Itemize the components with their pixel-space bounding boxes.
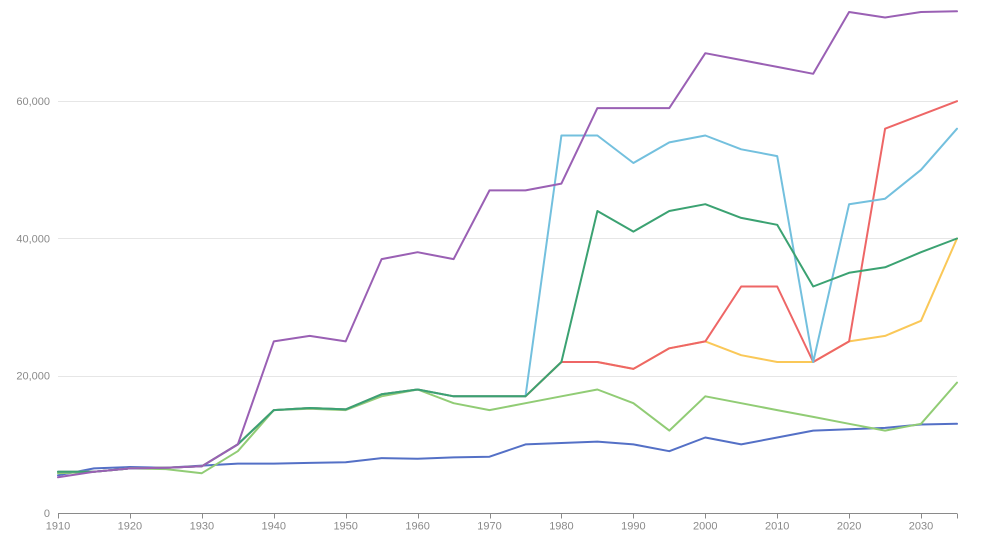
- x-tick-label-11: 2020: [837, 521, 861, 533]
- series-lines: [57, 10, 958, 479]
- series-line-6: [57, 10, 958, 479]
- x-tick-label-5: 1960: [405, 521, 429, 533]
- x-tick-label-0: 1910: [46, 521, 70, 533]
- series-line-5: [57, 203, 958, 473]
- x-tick-label-12: 2030: [909, 521, 933, 533]
- series-line-2: [57, 237, 958, 473]
- x-tick-label-10: 2010: [765, 521, 789, 533]
- grid-lines: [58, 101, 957, 377]
- x-tick-label-6: 1970: [477, 521, 501, 533]
- axes: 0 20,000 40,000 60,000 1910 1920 1930 1940 1950 1…: [16, 96, 958, 533]
- y-tick-label-2: 40,000: [16, 233, 50, 245]
- series-line-4: [57, 127, 958, 473]
- y-tick-label-0: 0: [44, 508, 50, 520]
- x-tick-label-7: 1980: [549, 521, 573, 533]
- x-tick-label-2: 1930: [190, 521, 214, 533]
- x-tick-label-8: 1990: [621, 521, 645, 533]
- x-tick-label-4: 1950: [333, 521, 357, 533]
- y-tick-label-3: 60,000: [16, 96, 50, 108]
- series-line-0: [57, 422, 958, 477]
- y-tick-label-1: 20,000: [16, 371, 50, 383]
- x-tick-label-9: 2000: [693, 521, 717, 533]
- series-line-1: [57, 381, 958, 475]
- series-line-3: [57, 100, 958, 473]
- x-tick-label-1: 1920: [118, 521, 142, 533]
- x-tick-label-3: 1940: [262, 521, 286, 533]
